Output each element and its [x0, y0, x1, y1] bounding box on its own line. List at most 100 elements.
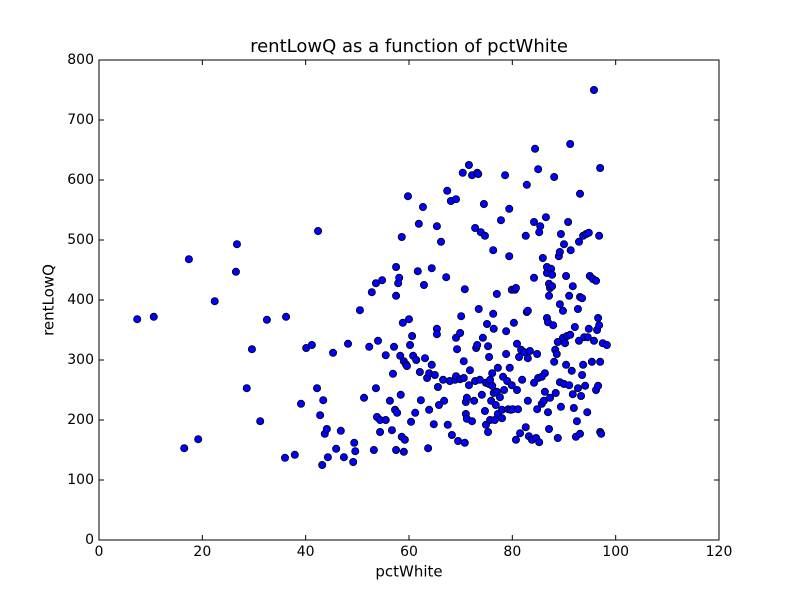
scatter-point: [318, 460, 327, 469]
scatter-point: [133, 315, 142, 324]
y-axis-label: rentLowQ: [40, 264, 58, 336]
scatter-point: [454, 436, 463, 445]
scatter-point: [280, 453, 289, 462]
scatter-point: [242, 384, 251, 393]
scatter-point: [497, 414, 506, 423]
y-tick-label: 0: [85, 532, 94, 548]
scatter-point: [589, 336, 598, 345]
scatter-point: [323, 453, 332, 462]
axes: 0 20 40 60 80 100 120 0 100 200 300 400 500 600 700 800: [67, 52, 732, 560]
scatter-point: [414, 219, 423, 228]
scatter-point: [412, 355, 421, 364]
scatter-point: [282, 312, 291, 321]
x-axis-label: pctWhite: [375, 563, 442, 581]
scatter-point: [552, 349, 561, 358]
scatter-point: [484, 342, 493, 351]
scatter-point: [424, 444, 433, 453]
scatter-point: [425, 405, 434, 414]
scatter-point: [443, 420, 452, 429]
scatter-point: [314, 226, 323, 235]
scatter-point: [477, 390, 486, 399]
scatter-point: [594, 381, 603, 390]
y-tick-label: 100: [67, 472, 94, 488]
scatter-point: [307, 340, 316, 349]
scatter-point: [373, 336, 382, 345]
x-tick-label: 0: [95, 544, 104, 560]
scatter-point: [460, 438, 469, 447]
scatter-point: [568, 282, 577, 291]
scatter-point: [180, 444, 189, 453]
scatter-point: [573, 384, 582, 393]
scatter-point: [371, 384, 380, 393]
scatter-point: [427, 264, 436, 273]
scatter-point: [597, 429, 606, 438]
scatter-point: [458, 168, 467, 177]
scatter-point: [558, 306, 567, 315]
scatter-point: [550, 172, 559, 181]
scatter-point: [460, 285, 469, 294]
scatter-point: [468, 417, 477, 426]
scatter-point: [523, 306, 532, 315]
scatter-point: [566, 246, 575, 255]
scatter-point: [378, 276, 387, 285]
scatter-point: [473, 340, 482, 349]
scatter-point: [392, 445, 401, 454]
y-tick-label: 400: [67, 292, 94, 308]
scatter-point: [578, 294, 587, 303]
scatter-point: [440, 396, 449, 405]
scatter-point: [596, 163, 605, 172]
scatter-point: [566, 330, 575, 339]
scatter-point: [493, 363, 502, 372]
scatter-point: [351, 447, 360, 456]
scatter-point: [518, 375, 527, 384]
scatter-point: [583, 408, 592, 417]
scatter-point: [512, 339, 521, 348]
scatter-point: [443, 186, 452, 195]
scatter-point: [408, 331, 417, 340]
scatter-point: [247, 345, 256, 354]
scatter-point: [515, 352, 524, 361]
scatter-point: [505, 363, 514, 372]
scatter-point: [538, 253, 547, 262]
x-tick-label: 60: [400, 544, 418, 560]
scatter-point: [505, 252, 514, 261]
scatter-point: [522, 180, 531, 189]
scatter-point: [531, 144, 540, 153]
scatter-point: [583, 333, 592, 342]
scatter-point: [500, 385, 509, 394]
scatter-point: [322, 424, 331, 433]
scatter-point: [480, 231, 489, 240]
scatter-point: [464, 160, 473, 169]
scatter-point: [548, 270, 557, 279]
scatter-point: [570, 322, 579, 331]
scatter-point: [471, 223, 480, 232]
chart-title: rentLowQ as a function of pctWhite: [250, 36, 568, 57]
scatter-point: [336, 426, 345, 435]
x-tick-label: 80: [503, 544, 521, 560]
x-tick-label: 20: [193, 544, 211, 560]
scatter-point: [496, 216, 505, 225]
scatter-point: [456, 328, 465, 337]
scatter-point: [543, 408, 552, 417]
scatter-point: [149, 312, 158, 321]
scatter-point: [501, 171, 510, 180]
scatter-point: [550, 357, 559, 366]
scatter-point: [413, 267, 422, 276]
scatter-point: [453, 345, 462, 354]
scatter-point: [595, 321, 604, 330]
scatter-point: [535, 438, 544, 447]
scatter-point: [589, 86, 598, 95]
scatter-point: [387, 426, 396, 435]
scatter-point: [344, 339, 353, 348]
scatter-point: [381, 351, 390, 360]
scatter-point: [568, 390, 577, 399]
scatter-point: [376, 427, 385, 436]
scatter-point: [587, 357, 596, 366]
scatter-point: [442, 273, 451, 282]
scatter-point: [596, 357, 605, 366]
scatter-point: [392, 262, 401, 271]
scatter-point: [502, 349, 511, 358]
scatter-point: [349, 457, 358, 466]
scatter-point: [514, 405, 523, 414]
